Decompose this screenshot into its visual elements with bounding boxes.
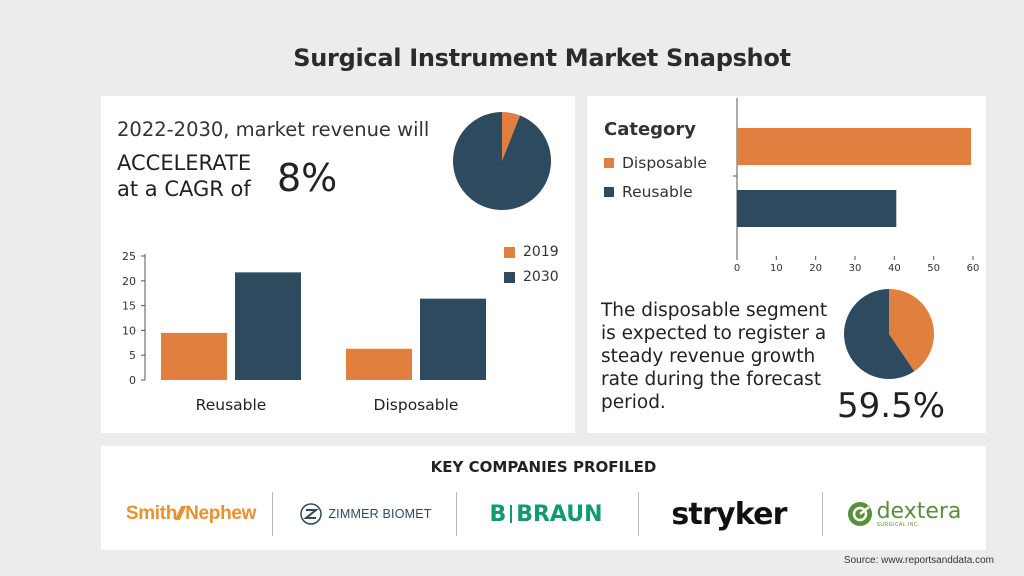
bar-2030-reusable [235,272,301,380]
zimmer-text: ZIMMER BIOMET [328,507,432,521]
legend-label-2019: 2019 [523,244,559,260]
dextera-emblem-icon [847,502,872,526]
legend-label-reusable: Reusable [622,183,693,201]
segment-note: The disposable segment is expected to re… [601,300,828,413]
bbraun-bar-mark [510,505,513,523]
dextera-subtext: SURGICAL INC. [876,521,920,528]
smith-nephew-logo: Smith Nephew [111,492,271,536]
dextera-text: dextera [876,498,962,524]
y-tick-label: 25 [122,250,136,263]
share-percent: 59.5% [837,386,946,426]
y-tick-label: 5 [129,349,136,362]
bar-2019-reusable [161,332,227,380]
revenue-statement: 2022-2030, market revenue will [117,118,430,141]
bbraun-b-text: B [489,501,507,527]
page-title: Surgical Instrument Market Snapshot [293,44,791,72]
category-panel: Category Disposable Reusable 0 10 20 30 40 50… [587,96,986,433]
growth-pie-chart [453,112,551,210]
x-tick-label: 0 [734,263,740,274]
source-note: Source: www.reportsanddata.com [843,555,994,566]
companies-panel: KEY COMPANIES PROFILED Smith Nephew ZIMME… [101,446,986,550]
pie-slice-reusable [844,289,915,379]
accelerate-word: ACCELERATE [117,151,252,175]
legend-2019: 2019 [504,244,559,260]
zimmer-emblem-icon [300,503,323,525]
y-tick-label: 20 [122,275,136,288]
y-tick-label: 0 [129,374,136,387]
share-pie-chart [844,289,934,379]
bar-2019-disposable [346,348,412,380]
dextera-logo: dextera SURGICAL INC. [839,492,969,536]
legend-label-disposable: Disposable [622,154,707,172]
x-tick-label: 40 [888,263,901,274]
legend-swatch-2019 [504,246,515,258]
revenue-bar-chart: 0 5 10 15 20 25 Reusable Disposable [122,250,486,414]
bbraun-text: BRAUN [516,501,603,527]
cagr-panel: 2022-2030, market revenue will ACCELERAT… [101,96,575,433]
legend-2030: 2030 [504,269,559,285]
cagr-value: 8% [277,156,338,200]
stryker-logo: stryker [654,492,804,536]
logo-divider [272,492,273,536]
legend-label-2030: 2030 [523,269,559,285]
smith-text: Smith [125,503,178,524]
x-category-label: Disposable [374,396,459,414]
y-tick-label: 15 [122,300,136,313]
logo-divider [822,492,823,536]
category-bar-chart: 0 10 20 30 40 50 60 [733,98,980,274]
legend-reusable: Reusable [604,183,693,201]
category-title: Category [604,119,697,140]
nephew-text: Nephew [185,503,257,524]
x-tick-label: 10 [770,263,783,274]
y-tick-label: 10 [122,324,136,337]
legend-disposable: Disposable [604,154,707,172]
x-category-label: Reusable [196,396,267,414]
companies-title: KEY COMPANIES PROFILED [430,458,657,476]
pie-slice-large [453,112,551,210]
cagr-label: at a CAGR of [117,177,251,201]
pie-slice-disposable [889,289,934,372]
pie-slice-small [502,112,521,161]
accelerate-text: ACCELERATE at a CAGR of [117,150,251,202]
stryker-text: stryker [671,496,787,532]
bar-2030-disposable [420,298,486,380]
zimmer-biomet-logo: ZIMMER BIOMET [291,492,441,536]
x-tick-label: 20 [809,263,822,274]
x-tick-label: 60 [967,263,980,274]
legend-swatch-disposable [604,158,614,168]
logo-divider [456,492,457,536]
logo-divider [638,492,639,536]
legend-swatch-2030 [504,271,515,283]
x-tick-label: 30 [849,263,862,274]
bbraun-logo: B BRAUN [471,492,621,536]
bar-disposable [737,128,972,165]
legend-swatch-reusable [604,187,614,197]
bar-reusable [737,190,897,227]
x-tick-label: 50 [927,263,940,274]
